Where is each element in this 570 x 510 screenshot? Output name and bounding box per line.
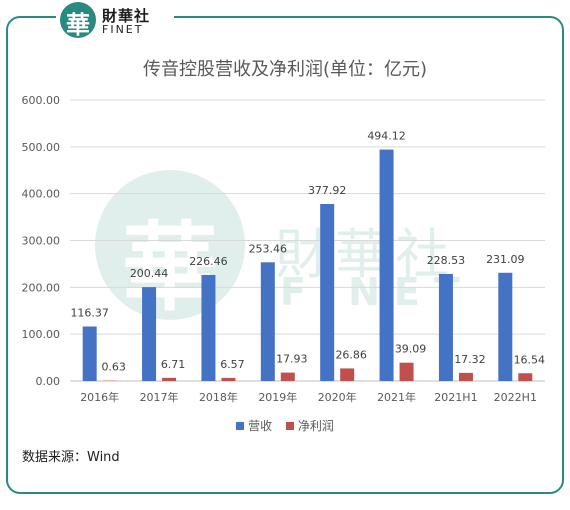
data-label-net-profit: 17.93 <box>276 353 308 366</box>
data-label-net-profit: 26.86 <box>335 348 367 361</box>
bar-net-profit <box>399 362 414 381</box>
bar-net-profit <box>518 373 533 381</box>
bar-revenue <box>82 326 97 381</box>
data-label-revenue: 494.12 <box>367 130 406 143</box>
y-tick-label: 0.00 <box>36 375 61 388</box>
data-label-net-profit: 39.09 <box>395 343 427 356</box>
data-label-revenue: 116.37 <box>70 307 109 320</box>
data-label-revenue: 377.92 <box>308 184 347 197</box>
logo-name-cn: 財華社 <box>102 7 151 25</box>
watermark-name-en: FINET <box>280 270 474 314</box>
finet-logo: 華 財華社 FINET <box>56 0 174 40</box>
bar-revenue <box>438 273 453 381</box>
x-tick-label: 2021H1 <box>434 391 477 404</box>
bar-net-profit <box>458 372 473 381</box>
legend-swatch-revenue <box>236 422 245 430</box>
bar-net-profit <box>162 377 177 381</box>
data-label-revenue: 200.44 <box>130 267 169 280</box>
chart-title: 传音控股营收及净利润(单位：亿元) <box>142 59 428 80</box>
y-tick-label: 400.00 <box>22 188 61 201</box>
bar-revenue <box>320 204 335 381</box>
logo-mark-icon: 華 <box>60 2 96 39</box>
x-tick-label: 2022H1 <box>494 391 537 404</box>
data-label-net-profit: 17.32 <box>454 353 486 366</box>
bar-revenue <box>142 287 157 381</box>
bar-chart: 0.00 100.00 200.00 300.00 400.00 500.00 600.00… <box>22 94 546 404</box>
bar-net-profit <box>280 372 295 381</box>
data-label-net-profit: 6.57 <box>220 358 245 371</box>
bar-net-profit <box>221 377 236 381</box>
y-tick-label: 600.00 <box>22 94 61 107</box>
x-tick-label: 2020年 <box>318 390 357 404</box>
x-tick-label: 2017年 <box>140 390 179 404</box>
y-tick-label: 100.00 <box>22 328 61 341</box>
data-label-net-profit: 6.71 <box>161 358 186 371</box>
data-label-net-profit: 0.63 <box>101 361 126 374</box>
legend-item-net-profit: 净利润 <box>285 417 334 434</box>
x-tick-label: 2021年 <box>377 390 416 404</box>
data-label-revenue: 226.46 <box>189 255 228 268</box>
bar-revenue <box>498 272 513 381</box>
legend-swatch-net-profit <box>285 422 294 430</box>
watermark-name-cn: 財華社 <box>275 223 455 286</box>
y-tick-label: 300.00 <box>22 235 61 248</box>
x-tick-label: 2019年 <box>258 390 297 404</box>
bar-revenue <box>201 274 216 381</box>
data-label-revenue: 253.46 <box>249 242 288 255</box>
data-label-revenue: 228.53 <box>427 254 466 267</box>
data-source-note: 数据来源：Wind <box>22 450 120 465</box>
watermark-mark-icon: 華 <box>95 170 245 324</box>
y-tick-label: 200.00 <box>22 281 61 294</box>
data-label-revenue: 231.09 <box>486 253 525 266</box>
data-label-net-profit: 16.54 <box>514 353 546 366</box>
bar-revenue <box>379 149 394 381</box>
x-tick-label: 2018年 <box>199 390 238 404</box>
legend-item-revenue: 营收 <box>236 417 272 434</box>
chart-legend: 营收 净利润 <box>0 417 570 434</box>
logo-name-en: FINET <box>102 23 144 36</box>
chart-card <box>6 16 564 494</box>
y-tick-label: 500.00 <box>22 141 61 154</box>
bar-revenue <box>260 262 275 381</box>
bar-net-profit <box>340 368 355 381</box>
x-tick-label: 2016年 <box>80 390 119 404</box>
